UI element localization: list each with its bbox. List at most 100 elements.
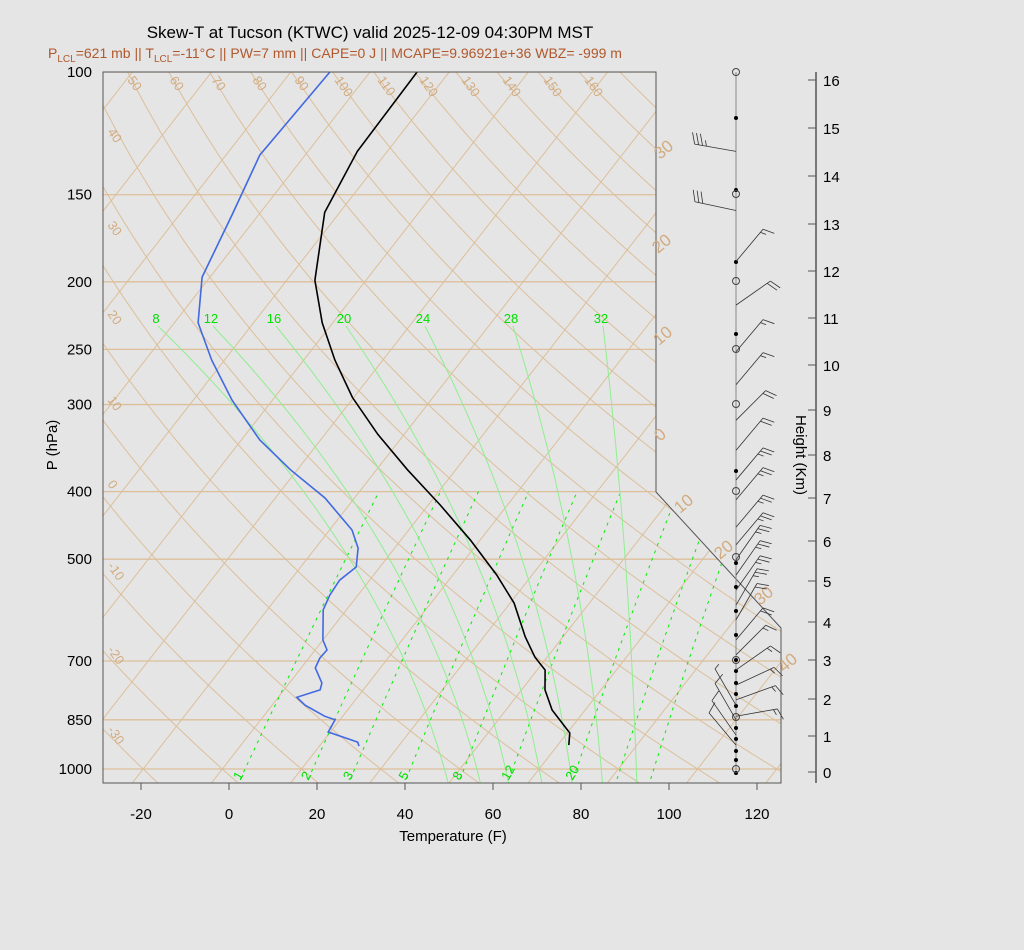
barb-staff <box>735 352 764 386</box>
barb-feather <box>770 280 781 289</box>
dry-adiabat-line <box>103 72 726 783</box>
mixing-ratio-line <box>456 491 578 783</box>
dry-adiabat-label: 20 <box>105 307 126 327</box>
barb-feather <box>692 132 696 145</box>
wind-barb <box>735 352 775 386</box>
moist-adiabat-line <box>602 325 638 783</box>
barb-feather <box>760 610 772 616</box>
level-dot <box>734 758 738 762</box>
pressure-tick-label: 400 <box>67 484 92 501</box>
barb-staff <box>735 583 758 621</box>
barb-feather <box>756 568 769 572</box>
level-dot <box>734 669 738 673</box>
barb-feather <box>762 352 775 358</box>
isotherm-line <box>103 72 621 783</box>
dry-adiabat-line <box>103 72 324 783</box>
x-tick-label: 60 <box>485 806 502 823</box>
wind-barb <box>735 568 769 606</box>
isotherm-line <box>103 72 541 783</box>
level-circle <box>732 68 740 76</box>
pressure-tick-label: 250 <box>67 341 92 358</box>
wind-barb <box>735 607 775 641</box>
barb-feather <box>756 583 769 586</box>
pressure-tick-label: 300 <box>67 397 92 414</box>
moist-adiabat-line <box>157 325 451 783</box>
x-axis-label: Temperature (F) <box>399 828 507 845</box>
moist-adiabat-label: 12 <box>204 311 218 326</box>
dry-adiabat-line <box>160 72 781 783</box>
dry-adiabat-line <box>103 72 565 783</box>
barb-feather <box>700 133 703 146</box>
barb-feather <box>762 512 775 518</box>
barb-staff <box>735 685 776 701</box>
barb-feather <box>760 497 772 503</box>
barb-half-feather <box>757 518 764 522</box>
dry-adiabat-line <box>282 72 781 783</box>
barb-staff <box>711 700 737 736</box>
height-tick-label: 4 <box>823 615 831 632</box>
isotherm-line <box>683 72 781 783</box>
dry-adiabat-label: 10 <box>105 393 126 413</box>
dry-adiabat-label: 90 <box>292 73 313 93</box>
barb-staff <box>735 568 758 606</box>
barb-staff <box>735 555 761 591</box>
barb-half-feather <box>760 322 767 326</box>
barb-staff <box>708 712 737 746</box>
barb-staff <box>735 280 771 306</box>
level-circle <box>732 553 740 561</box>
wind-barb <box>735 319 775 353</box>
level-dot <box>734 633 738 637</box>
level-circle <box>732 277 740 285</box>
barb-feather <box>765 390 777 396</box>
temperature-profile-line <box>314 72 571 746</box>
level-circle <box>732 400 740 408</box>
x-tick-label: 0 <box>225 806 233 823</box>
barb-half-feather <box>771 686 776 692</box>
barb-staff <box>694 143 737 152</box>
isotherm-line <box>366 72 781 783</box>
moist-adiabat-line <box>345 325 544 783</box>
wind-barb <box>735 540 772 576</box>
dry-adiabat-line <box>103 72 781 783</box>
mixing-ratio-line <box>402 491 530 783</box>
level-dot <box>734 561 738 565</box>
barb-feather <box>757 543 770 548</box>
mixing-ratio-line <box>614 491 718 783</box>
barb-staff <box>735 229 764 262</box>
wind-barb <box>708 702 737 746</box>
barb-half-feather <box>760 355 767 359</box>
barb-staff <box>735 624 766 656</box>
barb-feather <box>711 690 720 701</box>
moist-adiabat-label: 16 <box>267 311 281 326</box>
barb-half-feather <box>757 453 764 457</box>
barb-feather <box>696 190 700 203</box>
isotherm-line <box>103 72 304 783</box>
x-tick-label: -20 <box>130 806 152 823</box>
wind-barb <box>735 555 772 591</box>
barb-staff <box>735 447 764 481</box>
wind-barb <box>692 189 737 211</box>
isotherm-line <box>128 72 700 783</box>
barb-staff <box>735 607 764 641</box>
level-dot <box>734 726 738 730</box>
level-dot <box>734 469 738 473</box>
height-tick-label: 6 <box>823 534 831 551</box>
x-tick-label: 40 <box>397 806 414 823</box>
pressure-tick-label: 700 <box>67 653 92 670</box>
isotherm-line <box>103 72 225 783</box>
height-tick-label: 15 <box>823 121 840 138</box>
barb-feather <box>759 540 772 545</box>
height-tick-label: 2 <box>823 692 831 709</box>
barb-feather <box>777 708 784 720</box>
chart-subtitle: PLCL=621 mb || TLCL=-11°C || PW=7 mm || … <box>48 45 622 65</box>
level-circle <box>732 765 740 773</box>
wind-barb <box>711 690 737 736</box>
dry-adiabat-line <box>241 72 781 783</box>
wind-barb <box>735 624 777 656</box>
height-tick-label: 3 <box>823 653 831 670</box>
x-tick-label: 80 <box>573 806 590 823</box>
barb-staff <box>735 417 764 451</box>
barb-half-feather <box>757 500 764 504</box>
barb-staff <box>735 540 761 576</box>
